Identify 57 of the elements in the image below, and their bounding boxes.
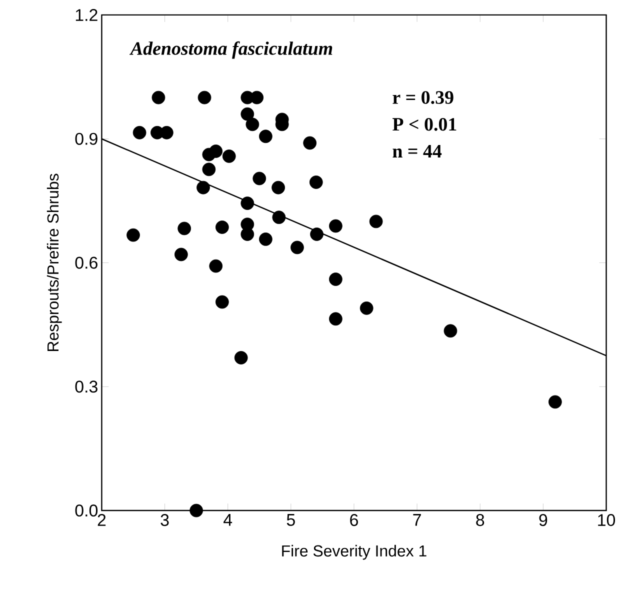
annotation: r = 0.39 <box>392 90 454 104</box>
y-tick-label: 0.3 <box>75 380 98 393</box>
point <box>190 504 203 518</box>
point <box>126 228 140 242</box>
point <box>209 259 223 273</box>
annotation: n = 44 <box>392 144 442 158</box>
point <box>174 248 188 262</box>
y-tick-label: 0.6 <box>75 256 98 269</box>
x-tick-label: 6 <box>350 514 358 526</box>
point <box>272 210 286 224</box>
point <box>252 172 266 186</box>
point <box>246 118 260 131</box>
point <box>132 126 146 140</box>
point <box>202 148 216 162</box>
y-tick-label: 0.0 <box>75 504 98 516</box>
x-axis-title: Fire Severity Index 1 <box>282 544 426 560</box>
point <box>329 312 342 326</box>
point <box>178 222 192 236</box>
point <box>234 350 248 364</box>
point <box>360 301 374 315</box>
point <box>215 220 229 234</box>
point <box>272 180 285 194</box>
x-tick-label: 2 <box>98 514 106 526</box>
x-tick-label: 3 <box>160 514 169 526</box>
point <box>444 324 458 338</box>
point <box>196 180 210 194</box>
point <box>240 227 254 241</box>
x-tick-label: 5 <box>286 514 295 526</box>
point <box>309 175 323 189</box>
y-tick-label: 1.2 <box>76 8 98 21</box>
point <box>369 214 383 228</box>
x-tick-label: 9 <box>539 514 548 526</box>
point <box>303 136 317 150</box>
point <box>202 162 216 176</box>
point <box>160 126 174 140</box>
x-tick-label: 8 <box>476 514 484 526</box>
point <box>310 227 324 241</box>
y-axis-title: Resprouts/Prefire Shrubs <box>46 174 62 351</box>
text: Adenostoma fasciculatum <box>129 41 332 59</box>
x-tick-label: 10 <box>598 514 616 526</box>
point <box>250 90 264 104</box>
point <box>259 232 272 246</box>
point <box>240 107 254 121</box>
point <box>215 295 229 309</box>
point <box>222 149 236 163</box>
x-tick-label: 4 <box>224 514 232 526</box>
point <box>259 130 272 143</box>
point <box>290 240 304 254</box>
annotation: P < 0.01 <box>392 118 456 131</box>
point <box>548 395 562 408</box>
point <box>240 196 254 210</box>
point <box>329 219 342 233</box>
point <box>329 272 342 286</box>
y-tick-label: 0.9 <box>75 132 98 145</box>
point <box>198 90 212 104</box>
point <box>152 90 166 104</box>
x-tick-label: 7 <box>413 514 421 526</box>
